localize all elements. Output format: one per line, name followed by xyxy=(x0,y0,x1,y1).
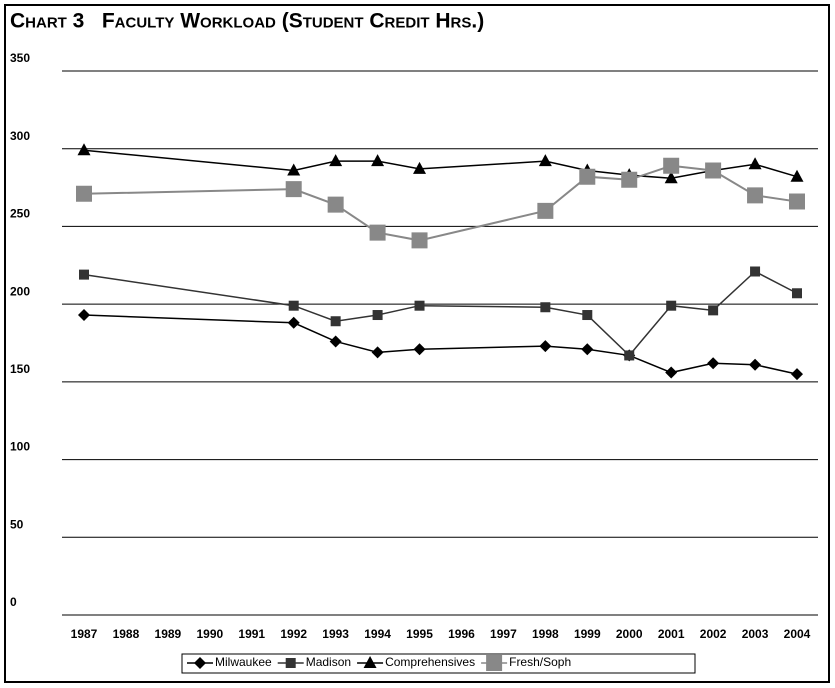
marker xyxy=(486,655,503,671)
x-tick-label: 2003 xyxy=(742,627,769,641)
x-tick-label: 2001 xyxy=(658,627,685,641)
marker xyxy=(76,185,92,202)
marker xyxy=(78,309,90,322)
series-line xyxy=(83,270,798,357)
marker xyxy=(664,171,678,184)
marker xyxy=(372,310,383,321)
x-tick-label: 1996 xyxy=(448,627,475,641)
x-tick-label: 1994 xyxy=(364,627,391,641)
y-tick-label: 350 xyxy=(10,51,30,65)
marker xyxy=(413,161,427,174)
marker xyxy=(708,305,719,316)
marker xyxy=(579,168,596,185)
chart-title: Chart 3 Faculty Workload (Student Credit… xyxy=(10,10,484,33)
x-tick-label: 1995 xyxy=(406,627,433,641)
y-tick-label: 0 xyxy=(10,595,17,609)
legend-label: Madison xyxy=(306,655,351,669)
marker xyxy=(540,302,551,313)
x-tick-label: 1989 xyxy=(155,627,182,641)
marker xyxy=(285,658,296,668)
marker xyxy=(792,288,802,299)
x-tick-label: 1999 xyxy=(574,627,601,641)
marker xyxy=(538,154,552,167)
x-tick-label: 1990 xyxy=(196,627,223,641)
marker xyxy=(413,343,426,356)
marker xyxy=(539,340,552,353)
x-tick-label: 1997 xyxy=(490,627,517,641)
y-tick-label: 200 xyxy=(10,284,30,298)
series-line xyxy=(83,314,798,375)
marker xyxy=(414,300,425,311)
x-tick-label: 1992 xyxy=(280,627,307,641)
marker xyxy=(789,193,805,210)
marker xyxy=(363,656,377,668)
marker xyxy=(371,154,385,167)
marker xyxy=(330,316,341,327)
marker xyxy=(790,169,804,182)
marker xyxy=(288,300,299,311)
marker xyxy=(749,358,762,371)
marker xyxy=(327,196,344,213)
y-tick-label: 300 xyxy=(10,129,30,143)
y-tick-label: 100 xyxy=(10,440,30,454)
legend-label: Fresh/Soph xyxy=(509,655,571,669)
y-tick-label: 150 xyxy=(10,362,30,376)
marker xyxy=(665,366,678,379)
marker xyxy=(79,269,89,280)
marker xyxy=(582,310,593,321)
marker xyxy=(329,335,342,348)
x-tick-label: 1998 xyxy=(532,627,559,641)
marker xyxy=(747,187,764,204)
marker xyxy=(663,157,680,174)
marker xyxy=(537,202,554,219)
x-tick-label: 1991 xyxy=(238,627,265,641)
marker xyxy=(748,157,762,170)
x-tick-label: 1987 xyxy=(71,627,98,641)
legend-box xyxy=(181,653,696,674)
x-tick-label: 2000 xyxy=(616,627,643,641)
frame xyxy=(4,4,830,683)
marker xyxy=(371,346,384,359)
marker xyxy=(707,357,720,370)
x-tick-label: 2002 xyxy=(700,627,727,641)
marker xyxy=(666,300,677,311)
marker xyxy=(705,162,722,179)
marker xyxy=(194,657,206,669)
marker xyxy=(285,181,302,198)
marker xyxy=(791,368,803,381)
marker xyxy=(624,350,635,361)
marker xyxy=(750,266,761,277)
y-tick-label: 250 xyxy=(10,207,30,221)
marker xyxy=(621,171,638,188)
series-line xyxy=(83,164,798,242)
x-tick-label: 2004 xyxy=(784,627,811,641)
marker xyxy=(411,232,428,249)
y-tick-label: 50 xyxy=(10,517,24,531)
marker xyxy=(581,343,594,356)
legend-label: Milwaukee xyxy=(215,655,272,669)
marker xyxy=(77,143,91,156)
x-tick-label: 1988 xyxy=(113,627,140,641)
marker xyxy=(287,163,301,176)
marker xyxy=(287,316,300,329)
x-tick-label: 1993 xyxy=(322,627,349,641)
marker xyxy=(369,224,386,241)
legend-label: Comprehensives xyxy=(385,655,475,669)
series-line xyxy=(83,149,798,180)
marker xyxy=(329,154,343,167)
